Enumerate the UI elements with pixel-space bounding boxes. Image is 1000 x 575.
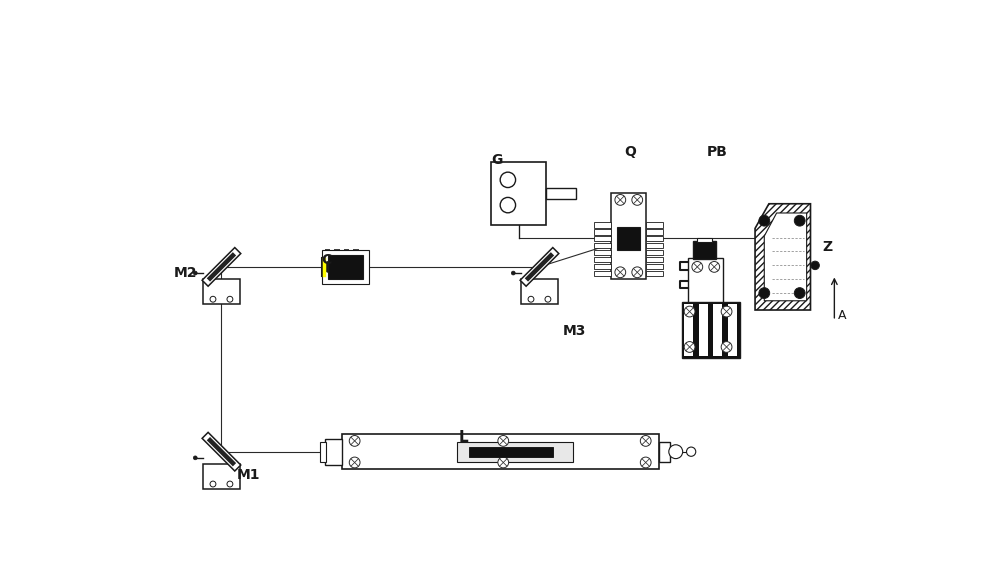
Circle shape (498, 457, 509, 468)
Polygon shape (764, 213, 807, 301)
Text: M2: M2 (174, 266, 197, 280)
Circle shape (500, 172, 516, 187)
Bar (699, 304, 708, 356)
Bar (646, 229, 663, 235)
Bar (546, 188, 576, 199)
Circle shape (709, 262, 720, 273)
Circle shape (811, 261, 819, 270)
Bar (594, 271, 611, 276)
Polygon shape (520, 248, 559, 286)
Circle shape (640, 435, 651, 446)
Bar (594, 264, 611, 269)
Bar (322, 250, 369, 284)
Circle shape (632, 267, 643, 278)
Bar (646, 243, 663, 248)
Text: L: L (459, 430, 468, 444)
Bar (491, 162, 546, 225)
Bar (594, 222, 611, 228)
Circle shape (227, 481, 233, 487)
Circle shape (193, 456, 197, 460)
Polygon shape (202, 432, 241, 471)
Bar (594, 243, 611, 248)
Circle shape (669, 444, 683, 459)
Polygon shape (322, 262, 328, 273)
Circle shape (684, 342, 695, 352)
Bar (646, 257, 663, 262)
Circle shape (528, 296, 534, 302)
Circle shape (759, 288, 770, 298)
Circle shape (721, 306, 732, 317)
Circle shape (687, 447, 696, 457)
Circle shape (349, 457, 360, 468)
Text: A: A (837, 309, 846, 322)
Polygon shape (755, 204, 810, 310)
Circle shape (498, 435, 509, 446)
Circle shape (632, 194, 643, 205)
Bar (328, 255, 363, 279)
Bar (646, 264, 663, 269)
Circle shape (615, 194, 626, 205)
Text: M1: M1 (237, 469, 260, 482)
Text: Q: Q (624, 145, 636, 159)
Polygon shape (202, 248, 241, 286)
Circle shape (227, 296, 233, 302)
Bar (203, 279, 240, 304)
Polygon shape (525, 252, 554, 282)
Bar (342, 434, 659, 469)
Circle shape (794, 215, 805, 226)
Bar (646, 271, 663, 276)
Text: M3: M3 (563, 324, 586, 338)
Circle shape (500, 197, 516, 213)
Text: G: G (491, 153, 502, 167)
Circle shape (684, 306, 695, 317)
Bar (203, 464, 240, 489)
Bar (713, 304, 722, 356)
Bar (659, 442, 670, 462)
Bar (457, 442, 573, 462)
Circle shape (349, 435, 360, 446)
Text: PB: PB (707, 145, 727, 159)
Bar (617, 227, 640, 250)
Bar (594, 236, 611, 242)
Bar (646, 236, 663, 242)
Bar (594, 250, 611, 255)
Bar (682, 302, 740, 358)
Bar (684, 304, 693, 356)
Bar (646, 250, 663, 255)
Bar (521, 279, 558, 304)
Text: Z: Z (822, 240, 832, 255)
Circle shape (640, 457, 651, 468)
Bar (594, 229, 611, 235)
Bar (611, 193, 646, 279)
Polygon shape (207, 437, 236, 466)
Bar (697, 237, 712, 242)
Circle shape (615, 267, 626, 278)
Circle shape (210, 296, 216, 302)
Circle shape (511, 271, 515, 275)
Bar (320, 442, 326, 462)
Bar (728, 304, 737, 356)
Circle shape (692, 262, 703, 273)
Text: C: C (322, 253, 332, 267)
Bar (693, 241, 716, 259)
Polygon shape (207, 252, 236, 282)
Circle shape (193, 271, 197, 275)
Bar (646, 222, 663, 228)
Bar (325, 439, 342, 465)
Bar (469, 447, 553, 458)
Circle shape (545, 296, 551, 302)
Bar (688, 258, 723, 302)
Circle shape (210, 481, 216, 487)
Circle shape (794, 288, 805, 298)
Circle shape (721, 342, 732, 352)
Bar (594, 257, 611, 262)
Circle shape (759, 215, 770, 226)
